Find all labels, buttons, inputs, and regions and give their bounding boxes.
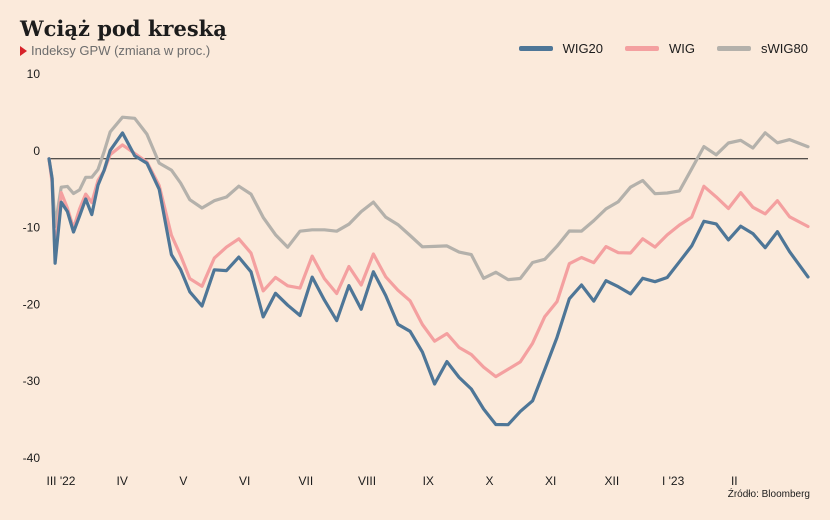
- red-triangle-icon: [20, 45, 27, 56]
- legend-label-wig: WIG: [669, 41, 696, 56]
- legend-label-swig80: sWIG80: [761, 41, 808, 56]
- legend-swatch-swig80: [717, 46, 752, 51]
- legend: WIG20 WIG sWIG80: [497, 41, 808, 56]
- y-tick-label: -20: [23, 297, 41, 311]
- legend-item-wig20: WIG20: [518, 41, 604, 56]
- y-tick-label: -40: [23, 451, 41, 465]
- y-tick-label: 0: [33, 144, 40, 158]
- legend-swatch-wig: [625, 46, 660, 51]
- x-tick-label: I '23: [662, 474, 685, 488]
- legend-swatch-wig20: [518, 46, 553, 51]
- x-tick-label: VI: [239, 474, 250, 488]
- x-tick-label: IX: [423, 474, 434, 488]
- x-tick-label: V: [179, 474, 187, 488]
- x-tick-label: X: [485, 474, 493, 488]
- x-tick-label: XI: [545, 474, 556, 488]
- x-tick-label: II: [731, 474, 738, 488]
- series-line-wig20: [47, 131, 810, 427]
- y-tick-label: -10: [23, 221, 41, 235]
- source-note: Źródło: Bloomberg: [727, 489, 810, 500]
- y-tick-label: 10: [27, 67, 41, 81]
- subtitle-text: Indeksy GPW (zmiana w proc.): [31, 43, 211, 58]
- chart-subtitle: Indeksy GPW (zmiana w proc.): [20, 43, 210, 58]
- x-tick-label: VIII: [358, 474, 376, 488]
- legend-label-wig20: WIG20: [562, 41, 604, 56]
- legend-item-wig: WIG: [625, 41, 695, 56]
- x-tick-label: IV: [117, 474, 128, 488]
- series-line-wig: [47, 143, 810, 379]
- x-tick-label: VII: [299, 474, 314, 488]
- y-tick-label: -30: [23, 374, 41, 388]
- x-tick-label: XII: [605, 474, 620, 488]
- series-line-swig80: [47, 115, 810, 282]
- chart-title: Wciąż pod kreską: [20, 16, 227, 41]
- x-tick-label: III '22: [47, 474, 76, 488]
- legend-item-swig80: sWIG80: [717, 41, 808, 56]
